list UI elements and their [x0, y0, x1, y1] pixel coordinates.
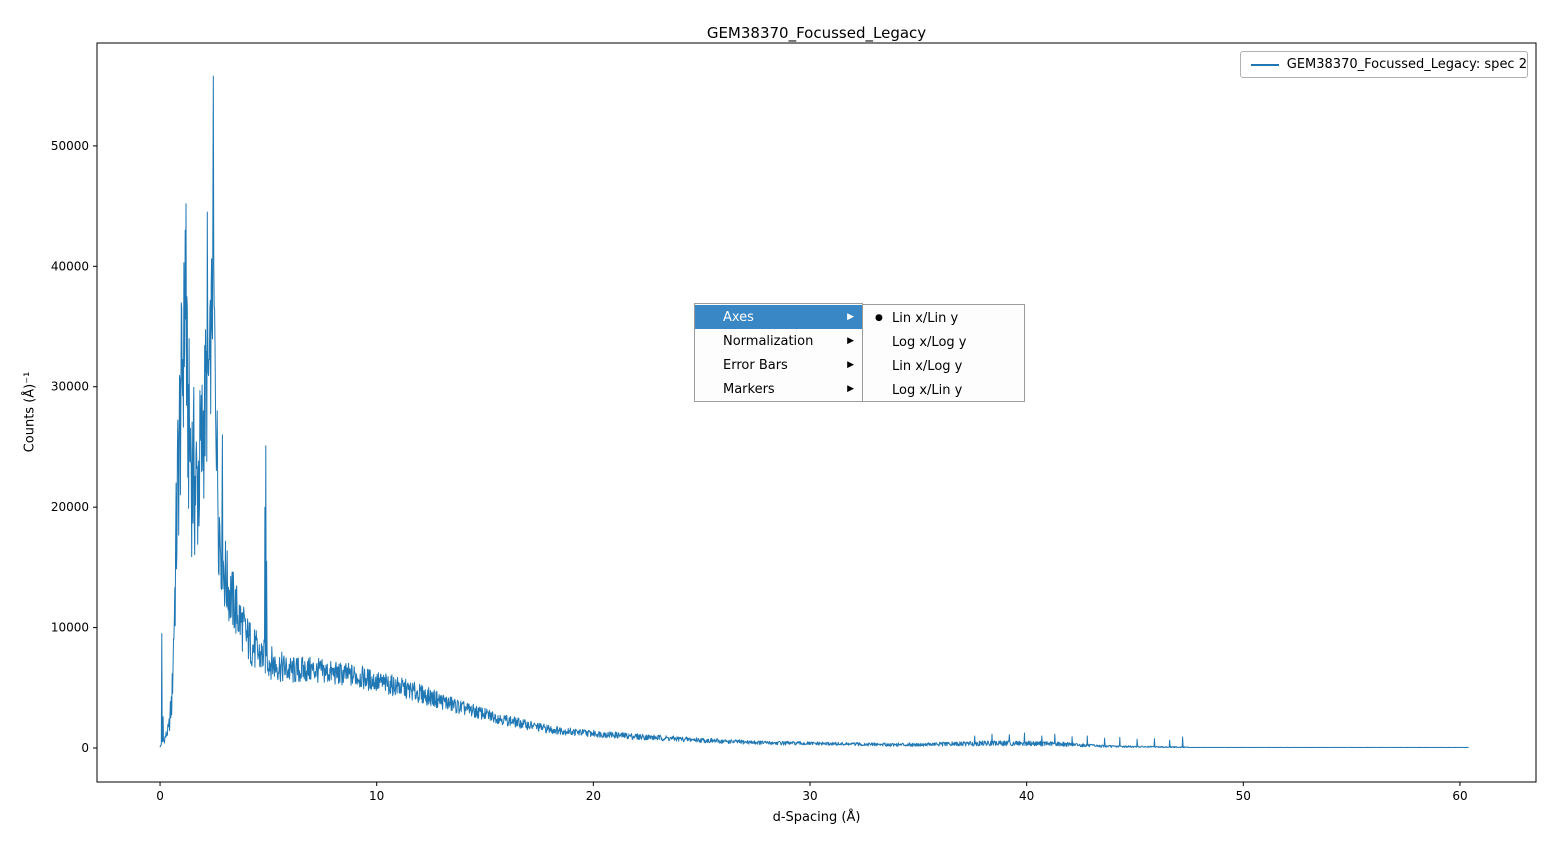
legend-line-sample: [1251, 63, 1279, 66]
y-tick-label: 50000: [51, 139, 89, 153]
x-tick-label: 30: [802, 789, 817, 803]
selected-radio-icon: ●: [875, 313, 883, 323]
menu-item-axes[interactable]: Axes ▶: [695, 305, 862, 329]
x-tick-label: 20: [586, 789, 601, 803]
submenu-item-label: Lin x/Log y: [892, 358, 963, 374]
menu-item-normalization[interactable]: Normalization ▶: [695, 329, 862, 353]
axes-frame: [96, 42, 1537, 783]
submenu-arrow-icon: ▶: [847, 336, 854, 346]
submenu-item-label: Lin x/Lin y: [892, 310, 959, 326]
menu-item-error-bars[interactable]: Error Bars ▶: [695, 353, 862, 377]
submenu-item-label: Log x/Lin y: [892, 382, 963, 398]
legend: GEM38370_Focussed_Legacy: spec 2: [1240, 51, 1528, 78]
submenu-item-label: Log x/Log y: [892, 334, 967, 350]
chart-title: GEM38370_Focussed_Legacy: [706, 24, 927, 42]
submenu-item-lin-x-lin-y[interactable]: ● Lin x/Lin y: [863, 306, 1024, 330]
spectrum-line: [159, 75, 1469, 749]
submenu-arrow-icon: ▶: [847, 384, 854, 394]
menu-item-markers[interactable]: Markers ▶: [695, 377, 862, 401]
submenu-item-log-x-lin-y[interactable]: Log x/Lin y: [863, 378, 1024, 402]
legend-label: GEM38370_Focussed_Legacy: spec 2: [1286, 57, 1527, 72]
context-menu: Axes ▶ Normalization ▶ Error Bars ▶ Mark…: [694, 303, 863, 402]
y-tick-label: 20000: [51, 500, 89, 514]
x-tick-label: 60: [1452, 789, 1467, 803]
y-tick-label: 40000: [51, 259, 89, 273]
submenu-item-lin-x-log-y[interactable]: Lin x/Log y: [863, 354, 1024, 378]
menu-item-label: Normalization: [723, 333, 814, 349]
x-tick-label: 0: [156, 789, 164, 803]
x-axis-label: d-Spacing (Å): [772, 810, 861, 825]
y-tick-label: 0: [81, 741, 89, 755]
submenu-arrow-icon: ▶: [847, 312, 854, 322]
menu-item-label: Markers: [723, 381, 775, 397]
x-tick-label: 40: [1019, 789, 1034, 803]
y-tick-label: 10000: [51, 621, 89, 635]
x-tick-label: 50: [1236, 789, 1251, 803]
menu-item-label: Error Bars: [723, 357, 788, 373]
x-tick-label: 10: [369, 789, 384, 803]
submenu-item-log-x-log-y[interactable]: Log x/Log y: [863, 330, 1024, 354]
y-axis-label: Counts (Å)⁻¹: [22, 371, 38, 453]
submenu-arrow-icon: ▶: [847, 360, 854, 370]
axes-submenu: ● Lin x/Lin y Log x/Log y Lin x/Log y Lo…: [862, 304, 1025, 402]
y-tick-label: 30000: [51, 380, 89, 394]
menu-item-label: Axes: [723, 309, 754, 325]
